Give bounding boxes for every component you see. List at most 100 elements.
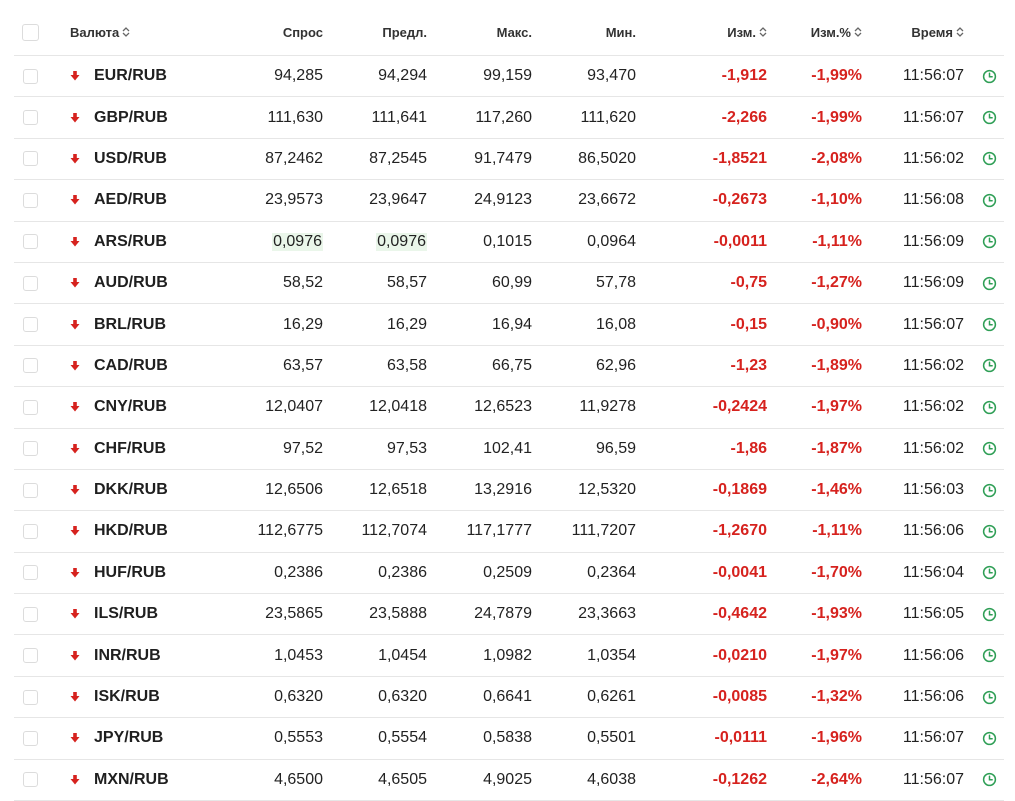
- row-checkbox[interactable]: [22, 151, 38, 167]
- currency-pair[interactable]: JPY/RUB: [94, 729, 164, 747]
- cell-currency[interactable]: EUR/RUB: [70, 56, 200, 96]
- table-row[interactable]: EUR/RUB 94,285 94,294 99,159 93,470 -1,912 -1,…: [14, 56, 1004, 98]
- header-ask[interactable]: Предл.: [327, 9, 427, 55]
- sort-icon[interactable]: [956, 27, 964, 37]
- table-row[interactable]: BRL/RUB 16,29 16,29 16,94 16,08 -0,15 -0,90% 11…: [14, 304, 1004, 346]
- row-checkbox[interactable]: [22, 648, 38, 664]
- table-row[interactable]: GBP/RUB 111,630 111,641 117,260 111,620 -2,26…: [14, 97, 1004, 139]
- currency-pair[interactable]: ARS/RUB: [94, 232, 167, 250]
- currency-pair[interactable]: CAD/RUB: [94, 356, 168, 374]
- row-checkbox[interactable]: [22, 441, 38, 457]
- row-checkbox[interactable]: [22, 110, 38, 126]
- row-select-cell[interactable]: [20, 553, 40, 593]
- cell-currency[interactable]: MXN/RUB: [70, 760, 200, 800]
- cell-status[interactable]: [980, 511, 998, 551]
- row-checkbox[interactable]: [22, 317, 38, 333]
- header-max[interactable]: Макс.: [432, 9, 532, 55]
- cell-currency[interactable]: ILS/RUB: [70, 594, 200, 634]
- cell-currency[interactable]: CAD/RUB: [70, 346, 200, 386]
- row-select-cell[interactable]: [20, 511, 40, 551]
- row-select-cell[interactable]: [20, 180, 40, 220]
- table-row[interactable]: AED/RUB 23,9573 23,9647 24,9123 23,6672 -0,26…: [14, 180, 1004, 222]
- cell-currency[interactable]: HKD/RUB: [70, 511, 200, 551]
- table-row[interactable]: AUD/RUB 58,52 58,57 60,99 57,78 -0,75 -1,27% 11…: [14, 263, 1004, 305]
- cell-status[interactable]: [980, 429, 998, 469]
- clock-icon[interactable]: [982, 690, 997, 705]
- currency-pair[interactable]: CHF/RUB: [94, 439, 166, 457]
- row-checkbox[interactable]: [22, 192, 38, 208]
- cell-currency[interactable]: USD/RUB: [70, 139, 200, 179]
- cell-currency[interactable]: GBP/RUB: [70, 97, 200, 137]
- row-select-cell[interactable]: [20, 56, 40, 96]
- cell-currency[interactable]: CHF/RUB: [70, 429, 200, 469]
- cell-currency[interactable]: AUD/RUB: [70, 263, 200, 303]
- currency-pair[interactable]: INR/RUB: [94, 646, 161, 664]
- clock-icon[interactable]: [982, 772, 997, 787]
- cell-status[interactable]: [980, 180, 998, 220]
- row-checkbox[interactable]: [22, 523, 38, 539]
- cell-currency[interactable]: HUF/RUB: [70, 553, 200, 593]
- table-row[interactable]: ILS/RUB 23,5865 23,5888 24,7879 23,3663 -0,46…: [14, 594, 1004, 636]
- cell-currency[interactable]: JPY/RUB: [70, 718, 200, 758]
- clock-icon[interactable]: [982, 193, 997, 208]
- clock-icon[interactable]: [982, 483, 997, 498]
- header-change[interactable]: Изм.: [667, 9, 767, 55]
- row-checkbox[interactable]: [22, 772, 38, 788]
- clock-icon[interactable]: [982, 317, 997, 332]
- cell-currency[interactable]: BRL/RUB: [70, 304, 200, 344]
- cell-status[interactable]: [980, 346, 998, 386]
- cell-status[interactable]: [980, 760, 998, 800]
- row-select-cell[interactable]: [20, 470, 40, 510]
- header-currency[interactable]: Валюта: [70, 9, 200, 55]
- currency-pair[interactable]: MXN/RUB: [94, 770, 169, 788]
- cell-currency[interactable]: INR/RUB: [70, 635, 200, 675]
- row-select-cell[interactable]: [20, 222, 40, 262]
- currency-pair[interactable]: CNY/RUB: [94, 398, 167, 416]
- row-select-cell[interactable]: [20, 263, 40, 303]
- cell-status[interactable]: [980, 718, 998, 758]
- clock-icon[interactable]: [982, 731, 997, 746]
- row-checkbox[interactable]: [22, 68, 38, 84]
- header-change-pct[interactable]: Изм.%: [762, 9, 862, 55]
- cell-status[interactable]: [980, 304, 998, 344]
- row-select-cell[interactable]: [20, 760, 40, 800]
- currency-pair[interactable]: ISK/RUB: [94, 688, 160, 706]
- sort-icon[interactable]: [854, 27, 862, 37]
- cell-currency[interactable]: ISK/RUB: [70, 677, 200, 717]
- cell-currency[interactable]: CNY/RUB: [70, 387, 200, 427]
- clock-icon[interactable]: [982, 565, 997, 580]
- row-select-cell[interactable]: [20, 346, 40, 386]
- row-checkbox[interactable]: [22, 689, 38, 705]
- row-select-cell[interactable]: [20, 97, 40, 137]
- row-checkbox[interactable]: [22, 482, 38, 498]
- table-row[interactable]: HKD/RUB 112,6775 112,7074 117,1777 111,7207 -…: [14, 511, 1004, 553]
- currency-pair[interactable]: HUF/RUB: [94, 563, 166, 581]
- sort-icon[interactable]: [122, 27, 130, 37]
- table-row[interactable]: USD/RUB 87,2462 87,2545 91,7479 86,5020 -1,85…: [14, 139, 1004, 181]
- header-bid[interactable]: Спрос: [223, 9, 323, 55]
- cell-currency[interactable]: AED/RUB: [70, 180, 200, 220]
- currency-pair[interactable]: USD/RUB: [94, 149, 167, 167]
- clock-icon[interactable]: [982, 110, 997, 125]
- row-select-cell[interactable]: [20, 594, 40, 634]
- row-select-cell[interactable]: [20, 139, 40, 179]
- currency-pair[interactable]: ILS/RUB: [94, 605, 158, 623]
- row-checkbox[interactable]: [22, 234, 38, 250]
- cell-status[interactable]: [980, 222, 998, 262]
- row-checkbox[interactable]: [22, 730, 38, 746]
- cell-status[interactable]: [980, 677, 998, 717]
- row-checkbox[interactable]: [22, 358, 38, 374]
- clock-icon[interactable]: [982, 648, 997, 663]
- clock-icon[interactable]: [982, 151, 997, 166]
- table-row[interactable]: ARS/RUB 0,0976 0,0976 0,1015 0,0964 -0,0011 -1…: [14, 222, 1004, 263]
- header-time[interactable]: Время: [864, 9, 964, 55]
- currency-pair[interactable]: DKK/RUB: [94, 481, 168, 499]
- row-checkbox[interactable]: [22, 399, 38, 415]
- cell-status[interactable]: [980, 553, 998, 593]
- cell-status[interactable]: [980, 56, 998, 96]
- row-select-cell[interactable]: [20, 429, 40, 469]
- clock-icon[interactable]: [982, 69, 997, 84]
- currency-pair[interactable]: BRL/RUB: [94, 315, 166, 333]
- table-row[interactable]: ISK/RUB 0,6320 0,6320 0,6641 0,6261 -0,0085 -1…: [14, 677, 1004, 719]
- cell-currency[interactable]: ARS/RUB: [70, 222, 200, 262]
